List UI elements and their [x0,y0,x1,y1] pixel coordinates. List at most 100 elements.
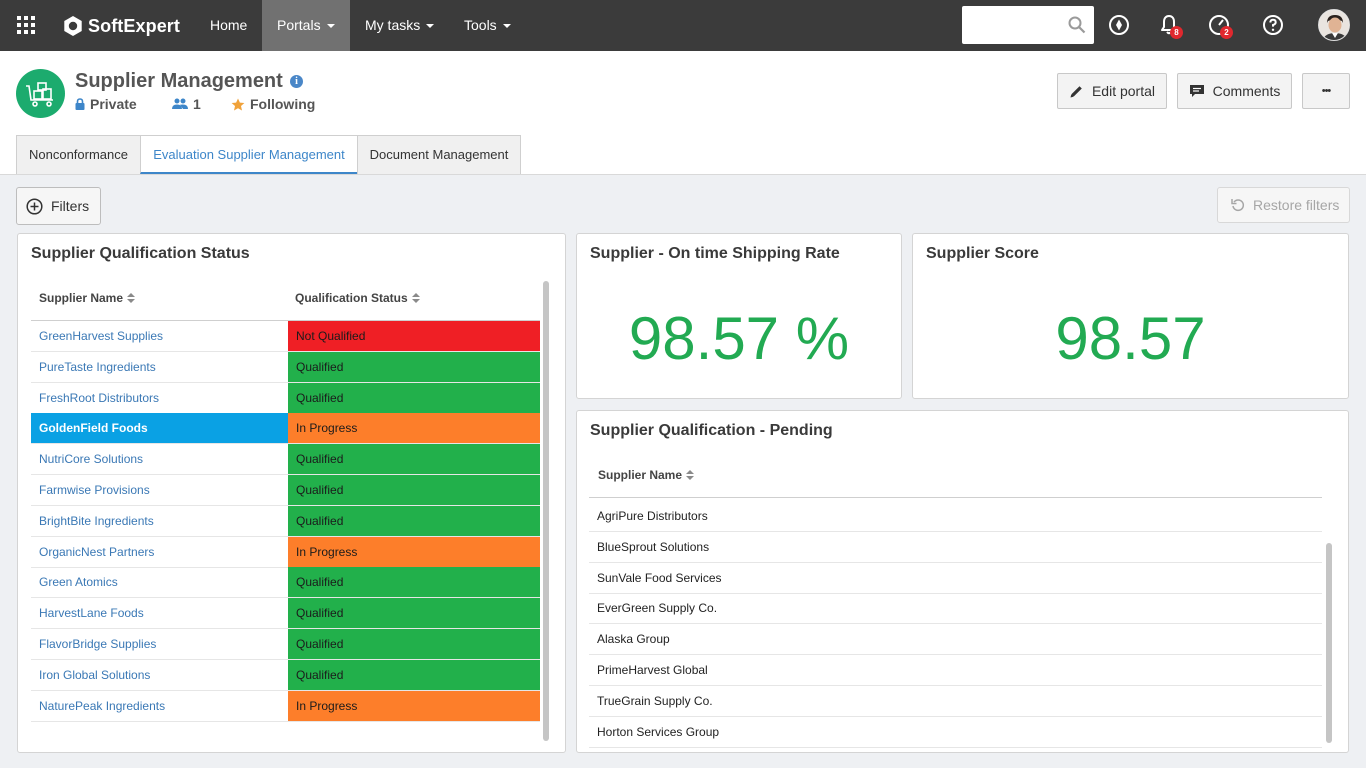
supplier-name-link[interactable]: HarvestLane Foods [39,606,144,621]
table-row[interactable]: PureTaste Ingredients Qualified [31,351,540,383]
following-status[interactable]: Following [231,96,315,112]
supplier-name-link[interactable]: PureTaste Ingredients [39,359,156,374]
chevron-down-icon [502,24,511,28]
tasks-badge: 2 [1220,26,1233,39]
pending-scrollbar[interactable] [1326,543,1332,743]
list-item[interactable]: Horton Services Group [589,717,1322,748]
filters-button[interactable]: Filters [16,187,101,225]
user-photo-icon [1319,10,1349,40]
nav-tools-label: Tools [464,17,497,33]
supplier-name-link[interactable]: Farmwise Provisions [39,483,150,497]
qualification-status-cell: Qualified [288,475,540,505]
restore-filters-button[interactable]: Restore filters [1217,187,1350,223]
qualification-status-cell: Not Qualified [288,321,540,351]
table-row[interactable]: OrganicNest Partners In Progress [31,536,540,568]
supplier-name-link[interactable]: GreenHarvest Supplies [39,329,164,343]
qualification-status-cell: In Progress [288,690,540,721]
supplier-name-link[interactable]: GoldenField Foods [31,413,288,444]
nav-my-tasks[interactable]: My tasks [350,0,449,51]
table-row[interactable]: BrightBite Ingredients Qualified [31,505,540,537]
supplier-name-link[interactable]: FlavorBridge Supplies [39,637,157,651]
qualification-scrollbar[interactable] [543,281,549,741]
star-icon [231,98,245,110]
brand-logo[interactable]: SoftExpert [62,14,180,38]
table-row[interactable]: Farmwise Provisions Qualified [31,475,540,506]
table-row[interactable]: FreshRoot Distributors Qualified [31,382,540,414]
list-item[interactable]: BlueSprout Solutions [589,532,1322,563]
list-item[interactable]: SunVale Food Services [589,563,1322,594]
brand-name: SoftExpert [88,15,181,36]
comments-button[interactable]: Comments [1177,73,1292,109]
column-header-supplier-name[interactable]: Supplier Name [598,468,695,482]
qualification-status-cell: Qualified [288,444,540,475]
tab-evaluation-supplier-management[interactable]: Evaluation Supplier Management [140,135,358,174]
table-row[interactable]: Iron Global Solutions Qualified [31,659,540,691]
privacy-status: Private [75,96,137,112]
list-item[interactable]: TrueGrain Supply Co. [589,686,1322,717]
nav-portals-label: Portals [277,17,321,33]
table-row[interactable]: GreenHarvest Supplies Not Qualified [31,321,540,352]
supplier-score-title: Supplier Score [926,245,1039,262]
qualification-status-cell: Qualified [288,598,540,629]
column-header-supplier-name[interactable]: Supplier Name [39,291,136,305]
search-input[interactable] [962,6,1094,44]
qualification-status-cell: Qualified [288,351,540,382]
portal-header: Supplier Management i Private 1 Followin… [0,51,1366,175]
shipping-rate-value: 98.57 % [628,305,850,372]
table-row[interactable]: FlavorBridge Supplies Qualified [31,629,540,660]
header-divider [589,497,1322,498]
help-icon[interactable] [1261,13,1285,37]
nav-tools[interactable]: Tools [449,0,526,51]
supplier-name-link[interactable]: Iron Global Solutions [39,667,151,682]
table-row[interactable]: HarvestLane Foods Qualified [31,598,540,630]
privacy-label: Private [90,96,137,112]
qualification-pending-title: Supplier Qualification - Pending [590,422,833,439]
apps-grid-icon[interactable] [17,16,35,34]
table-row[interactable]: GoldenField Foods In Progress [31,413,540,445]
restore-filters-label: Restore filters [1253,197,1340,213]
table-row[interactable]: NaturePeak Ingredients In Progress [31,690,540,722]
members-count[interactable]: 1 [172,96,201,112]
users-icon [172,98,188,109]
supplier-name-link[interactable]: Green Atomics [39,575,118,590]
supplier-name-link[interactable]: FreshRoot Distributors [39,390,160,405]
more-options-icon: ••• [1321,85,1332,97]
more-options-button[interactable]: ••• [1302,73,1350,109]
tab-document-management[interactable]: Document Management [357,135,521,174]
qualification-status-cell: Qualified [288,659,540,690]
chevron-down-icon [426,24,435,28]
tab-nonconformance-label: Nonconformance [29,147,128,162]
sort-icon [686,469,695,481]
supplier-name-link[interactable]: BrightBite Ingredients [39,513,154,528]
edit-portal-button[interactable]: Edit portal [1057,73,1167,109]
supplier-name-link[interactable]: NaturePeak Ingredients [39,698,166,713]
nav-my-tasks-label: My tasks [365,17,421,33]
following-label: Following [250,96,316,112]
supplier-score-panel: Supplier Score 98.57 [912,233,1349,399]
supplier-name-link[interactable]: NutriCore Solutions [39,452,144,467]
list-item[interactable]: PrimeHarvest Global [589,655,1322,686]
table-row[interactable]: Green Atomics Qualified [31,567,540,599]
plus-circle-icon [26,197,43,215]
nav-portals[interactable]: Portals [262,0,350,51]
list-item[interactable]: AgriPure Distributors [589,501,1322,532]
compass-icon[interactable] [1107,13,1131,37]
lock-icon [75,98,85,110]
search-icon[interactable] [1068,16,1086,34]
sort-icon [411,292,420,304]
task-gauge-icon[interactable] [1207,13,1231,37]
pencil-icon [1070,85,1082,97]
supplier-name-link[interactable]: OrganicNest Partners [39,544,155,559]
column-header-qualification-status[interactable]: Qualification Status [295,291,420,305]
nav-home[interactable]: Home [195,0,262,51]
column-header-label: Supplier Name [598,468,683,482]
comments-label: Comments [1212,83,1281,99]
tab-nonconformance[interactable]: Nonconformance [16,135,141,174]
list-item[interactable]: Alaska Group [589,624,1322,656]
nav-home-label: Home [210,17,248,33]
info-icon[interactable]: i [290,75,303,88]
supplier-cart-icon [26,82,53,107]
table-row[interactable]: NutriCore Solutions Qualified [31,444,540,476]
list-item[interactable]: EverGreen Supply Co. [589,593,1322,625]
user-avatar[interactable] [1318,9,1350,41]
